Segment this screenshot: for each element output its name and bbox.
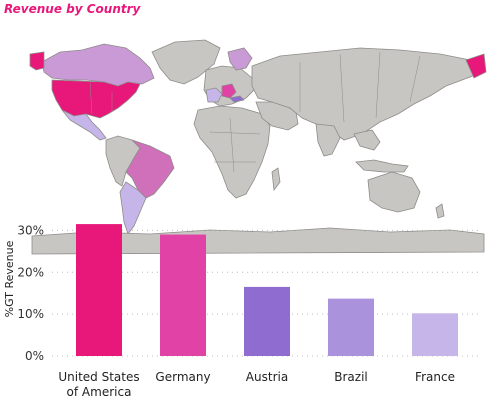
y-axis-label: %GT Revenue [3,240,16,317]
france-shape[interactable] [205,87,223,103]
australia-shape [367,171,421,213]
asia-shape [251,47,479,141]
chart-title: Revenue by Country [4,2,141,16]
madagascar-shape [271,167,281,192]
y-tick-label: 30% [17,223,44,237]
bar-france[interactable] [412,313,458,356]
india-shape [315,123,341,157]
bar-united-states-of-america[interactable] [76,224,122,356]
x-tick-label: Brazil [334,370,368,384]
y-tick-label: 10% [17,307,44,321]
country-borders [89,51,421,173]
y-tick-label: 0% [25,349,44,363]
x-tick-label: Germany [155,370,210,384]
new-zealand-shape [435,203,445,219]
x-tick-label: United States of America [58,370,139,399]
canada-shape[interactable] [41,43,155,87]
far-east-shape[interactable] [465,53,487,79]
germany-shape[interactable] [221,83,237,99]
bar-austria[interactable] [244,286,290,356]
x-tick-label: Austria [246,370,288,384]
scandinavia-shape [227,47,253,71]
mexico-shape [61,109,107,141]
africa-shape [193,105,271,199]
usa-shape[interactable] [51,79,141,119]
austria-shape[interactable] [229,95,245,103]
alaska-shape[interactable] [29,51,45,71]
bar-germany[interactable] [160,234,206,356]
argentina-shape [119,181,147,235]
x-tick-label: France [415,370,455,384]
world-map[interactable] [0,22,499,257]
bar-brazil[interactable] [328,298,374,356]
indonesia-shape [355,159,409,173]
y-tick-label: 20% [17,265,44,279]
southeast-asia-shape [353,129,381,151]
antarctica-shape [31,227,485,255]
